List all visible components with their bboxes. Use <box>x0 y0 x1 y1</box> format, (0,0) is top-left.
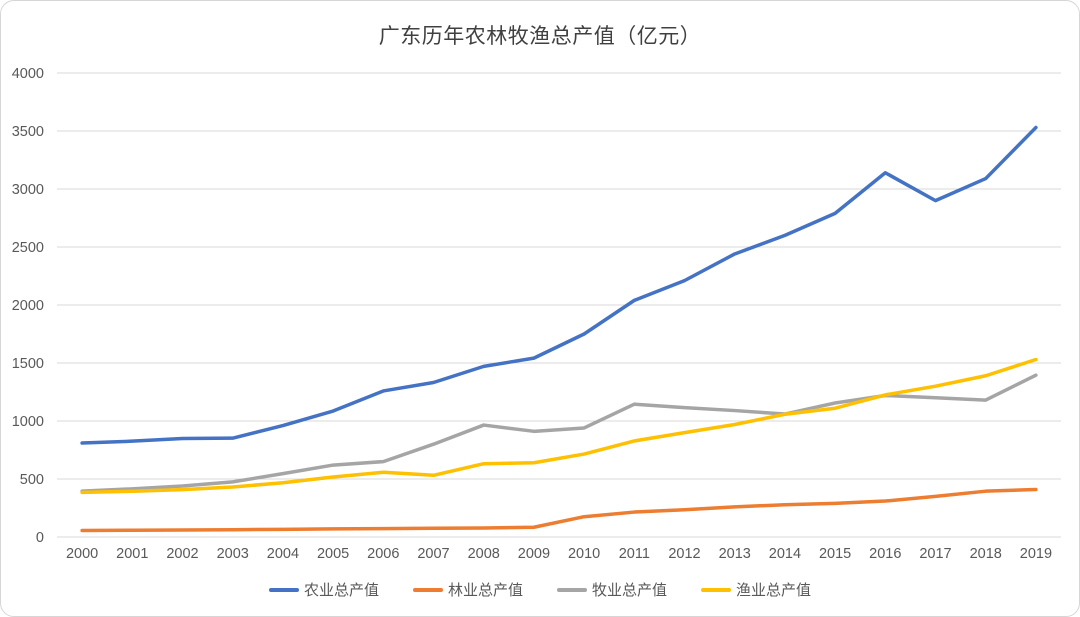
x-axis-tick-label: 2001 <box>116 546 148 562</box>
series-line-3 <box>80 357 1038 495</box>
chart-legend: 农业总产值 林业总产值 牧业总产值 渔业总产值 <box>1 579 1079 600</box>
x-axis-tick-label: 2018 <box>970 546 1002 562</box>
legend-label: 渔业总产值 <box>736 582 812 599</box>
y-axis-tick-label: 500 <box>20 472 44 488</box>
y-axis-tick-label: 2500 <box>12 240 44 256</box>
x-axis-tick-label: 2013 <box>719 546 751 562</box>
series-line-0 <box>80 125 1038 445</box>
x-axis-tick-label: 2009 <box>518 546 550 562</box>
x-axis-tick-label: 2006 <box>367 546 399 562</box>
x-axis-tick-label: 2019 <box>1020 546 1052 562</box>
y-axis-tick-label: 0 <box>36 530 44 546</box>
y-axis-tick-label: 1000 <box>12 414 44 430</box>
legend-label: 农业总产值 <box>303 582 379 599</box>
legend-line-swatch <box>412 587 443 592</box>
legend-line-swatch <box>557 587 587 592</box>
x-axis-tick-label: 2004 <box>267 546 299 562</box>
y-axis-tick-label: 1500 <box>12 356 44 372</box>
x-axis-tick-label: 2010 <box>568 546 600 562</box>
chart-title: 广东历年农林牧渔总产值（亿元） <box>378 25 702 48</box>
series-line-1 <box>80 487 1038 533</box>
legend-label: 林业总产值 <box>447 582 523 599</box>
y-axis-tick-label: 3000 <box>12 182 44 198</box>
y-axis-tick-label: 4000 <box>12 66 44 82</box>
legend-item-1[interactable]: 林业总产值 <box>412 579 523 600</box>
y-axis-tick-label: 2000 <box>12 298 44 314</box>
legend-line-swatch <box>701 587 732 592</box>
x-axis-tick-label: 2008 <box>468 546 500 562</box>
x-axis-tick-label: 2012 <box>668 546 700 562</box>
x-axis-tick-label: 2015 <box>819 546 851 562</box>
legend-item-3[interactable]: 渔业总产值 <box>701 579 811 600</box>
x-axis-tick-label: 2002 <box>166 546 198 562</box>
legend-item-0[interactable]: 农业总产值 <box>268 579 379 600</box>
x-axis-tick-label: 2017 <box>919 546 951 562</box>
x-axis-tick-label: 2011 <box>619 546 650 562</box>
x-axis-tick-label: 2016 <box>869 546 901 562</box>
legend-label: 牧业总产值 <box>592 582 668 599</box>
x-axis-tick-label: 2003 <box>217 546 249 562</box>
legend-line-swatch <box>268 587 299 592</box>
x-axis-tick-label: 2000 <box>66 546 98 562</box>
y-axis-tick-label: 3500 <box>12 124 44 140</box>
legend-item-2[interactable]: 牧业总产值 <box>557 579 667 600</box>
x-axis-tick-label: 2005 <box>317 546 349 562</box>
x-axis-tick-label: 2014 <box>769 546 801 562</box>
x-axis-tick-label: 2007 <box>417 546 449 562</box>
